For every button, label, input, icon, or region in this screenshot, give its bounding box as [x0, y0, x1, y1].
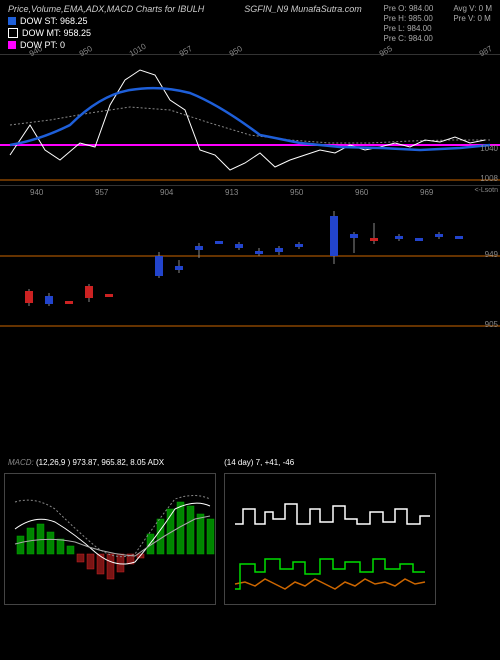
macd-panels: [0, 469, 500, 609]
chart-title: Price,Volume,EMA,ADX,MACD Charts for IBU…: [8, 4, 204, 14]
candle-chart: 949905 940957904913950960969: [0, 185, 500, 336]
swatch-blue: [8, 17, 16, 25]
candle-svg: [0, 186, 500, 336]
swatch-white: [8, 28, 18, 38]
ohlc-info: Pre O: 984.00 Pre H: 985.00 Pre L: 984.0…: [384, 4, 493, 50]
price-svg: [0, 55, 500, 185]
spacer: [0, 336, 500, 456]
header: Price,Volume,EMA,ADX,MACD Charts for IBU…: [0, 0, 500, 54]
legend-dow-st: DOW ST: 968.25: [8, 16, 362, 26]
chart-subtitle: SGFIN_N9 MunafaSutra.com: [244, 4, 362, 14]
macd-labels: MACD: (12,26,9 ) 973.87, 965.82, 8.05 AD…: [0, 456, 500, 469]
legend-dow-mt: DOW MT: 958.25: [8, 28, 362, 38]
swatch-pink: [8, 41, 16, 49]
macd-panel: [4, 473, 216, 605]
adx-panel: [224, 473, 436, 605]
price-chart: 10401008<-Lsotn 9409501010957950965987: [0, 54, 500, 185]
